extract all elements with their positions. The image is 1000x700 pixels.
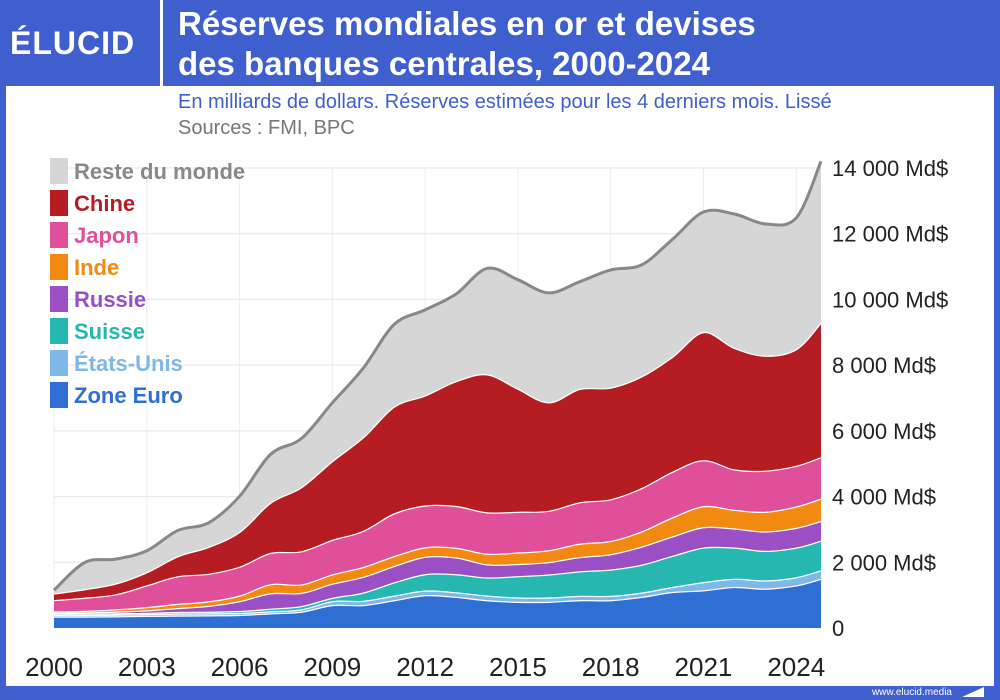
- legend-label-chine: Chine: [74, 191, 135, 216]
- y-tick-label-8000: 8 000 Md$: [832, 353, 936, 378]
- elucid-logo[interactable]: ÉLUCID: [10, 25, 136, 61]
- legend-label-zone-euro: Zone Euro: [74, 383, 183, 408]
- x-tick-label-2018: 2018: [582, 652, 640, 682]
- legend: Reste du monde Chine Japon Inde Russie Suisse…: [50, 158, 245, 408]
- legend-swatch-zone-euro: [50, 382, 68, 408]
- y-tick-label-10000: 10 000 Md$: [832, 287, 948, 312]
- chart-panel: En milliards de dollars. Réserves estimé…: [6, 86, 994, 686]
- y-tick-label-4000: 4 000 Md$: [832, 485, 936, 510]
- y-tick-label-6000: 6 000 Md$: [832, 419, 936, 444]
- chart-sources: Sources : FMI, BPC: [178, 117, 355, 139]
- legend-label-reste-du-monde: Reste du monde: [74, 159, 245, 184]
- y-tick-label-0: 0: [832, 616, 844, 641]
- boundary-japon: [53, 455, 822, 602]
- area-russie: [54, 520, 821, 614]
- area-chine: [54, 322, 821, 600]
- legend-swatch-suisse: [50, 318, 68, 344]
- legend-label-suisse: Suisse: [74, 319, 145, 344]
- area-inde: [54, 498, 821, 613]
- y-tick-label-12000: 12 000 Md$: [832, 222, 948, 247]
- axis-layer: 0 2 000 Md$ 4 000 Md$ 6 000 Md$ 8 000 Md$ 10 …: [25, 156, 948, 682]
- chart-title-line-1: Réserves mondiales en or et devises: [178, 5, 756, 42]
- legend-label-inde: Inde: [74, 255, 119, 280]
- legend-swatch--tats-unis: [50, 350, 68, 376]
- x-tick-label-2000: 2000: [25, 652, 83, 682]
- area--tats-unis: [54, 570, 821, 617]
- brand-mark-icon: [962, 687, 984, 697]
- legend-label--tats-unis: États-Unis: [74, 351, 183, 376]
- stacked-area-chart: 0 2 000 Md$ 4 000 Md$ 6 000 Md$ 8 000 Md$ 10 …: [25, 156, 948, 682]
- legend-swatch-reste-du-monde: [50, 158, 68, 184]
- legend-swatch-chine: [50, 190, 68, 216]
- legend-label-japon: Japon: [74, 223, 139, 248]
- chart-subtitle: En milliards de dollars. Réserves estimé…: [178, 91, 832, 113]
- chart-title-line-2: des banques centrales, 2000-2024: [178, 45, 710, 82]
- area-japon: [54, 457, 821, 612]
- site-url[interactable]: www.elucid.media: [871, 687, 952, 698]
- x-tick-label-2021: 2021: [675, 652, 733, 682]
- boundary-reste-du-monde: [52, 160, 823, 592]
- legend-swatch-japon: [50, 222, 68, 248]
- y-tick-label-14000: 14 000 Md$: [832, 156, 948, 181]
- y-tick-label-2000: 2 000 Md$: [832, 550, 936, 575]
- chart-title: Réserves mondiales en or et devises des …: [178, 4, 978, 84]
- header-divider: [160, 0, 163, 86]
- legend-swatch-russie: [50, 286, 68, 312]
- x-tick-label-2012: 2012: [396, 652, 454, 682]
- area-suisse: [54, 540, 821, 615]
- x-tick-label-2015: 2015: [489, 652, 547, 682]
- header: ÉLUCID Réserves mondiales en or et devis…: [0, 0, 1000, 86]
- area-layer: [52, 160, 823, 628]
- legend-label-russie: Russie: [74, 287, 146, 312]
- boundary-suisse: [53, 539, 822, 615]
- x-tick-label-2024: 2024: [767, 652, 825, 682]
- boundary-russie: [53, 519, 822, 614]
- legend-swatch-inde: [50, 254, 68, 280]
- x-tick-label-2003: 2003: [118, 652, 176, 682]
- x-tick-label-2009: 2009: [303, 652, 361, 682]
- x-tick-label-2006: 2006: [211, 652, 269, 682]
